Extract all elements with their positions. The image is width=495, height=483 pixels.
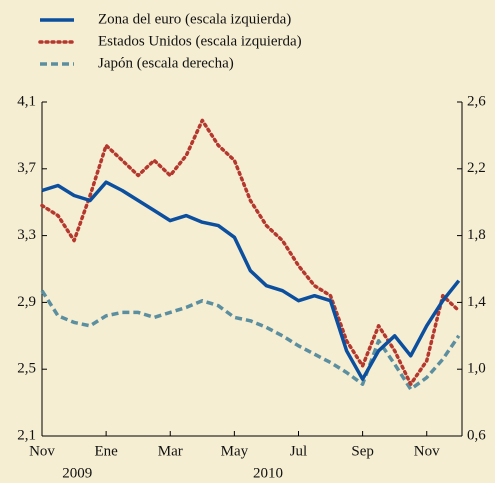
year-label: 2010 <box>253 465 283 481</box>
y-tick-label: 2,9 <box>17 294 36 310</box>
legend-label: Estados Unidos (escala izquierda) <box>98 33 302 49</box>
y2-tick-label: 1,4 <box>467 294 486 310</box>
y-tick-label: 3,7 <box>17 160 36 176</box>
x-tick-label: Ene <box>94 443 118 459</box>
year-label: 2009 <box>62 465 92 481</box>
legend-label: Zona del euro (escala izquierda) <box>98 11 291 27</box>
series-line <box>40 118 461 386</box>
x-tick-label: Mar <box>158 443 183 459</box>
x-tick-label: Nov <box>29 443 55 459</box>
y-tick-label: 2,5 <box>17 361 36 377</box>
series-line <box>41 180 461 381</box>
x-tick-label: Sep <box>351 443 374 459</box>
series-line <box>40 289 461 391</box>
y2-tick-label: 1,8 <box>467 227 486 243</box>
y2-tick-label: 2,2 <box>467 160 486 176</box>
y-tick-label: 2,1 <box>17 427 36 443</box>
y2-tick-label: 0,6 <box>467 427 486 443</box>
y-tick-label: 4,1 <box>17 93 36 109</box>
x-tick-label: Nov <box>414 443 440 459</box>
x-tick-label: May <box>221 443 249 459</box>
y-tick-label: 3,3 <box>17 227 36 243</box>
y2-tick-label: 2,6 <box>467 93 486 109</box>
y2-tick-label: 1,0 <box>467 361 486 377</box>
legend-label: Japón (escala derecha) <box>98 55 234 71</box>
x-tick-label: Jul <box>290 443 308 459</box>
